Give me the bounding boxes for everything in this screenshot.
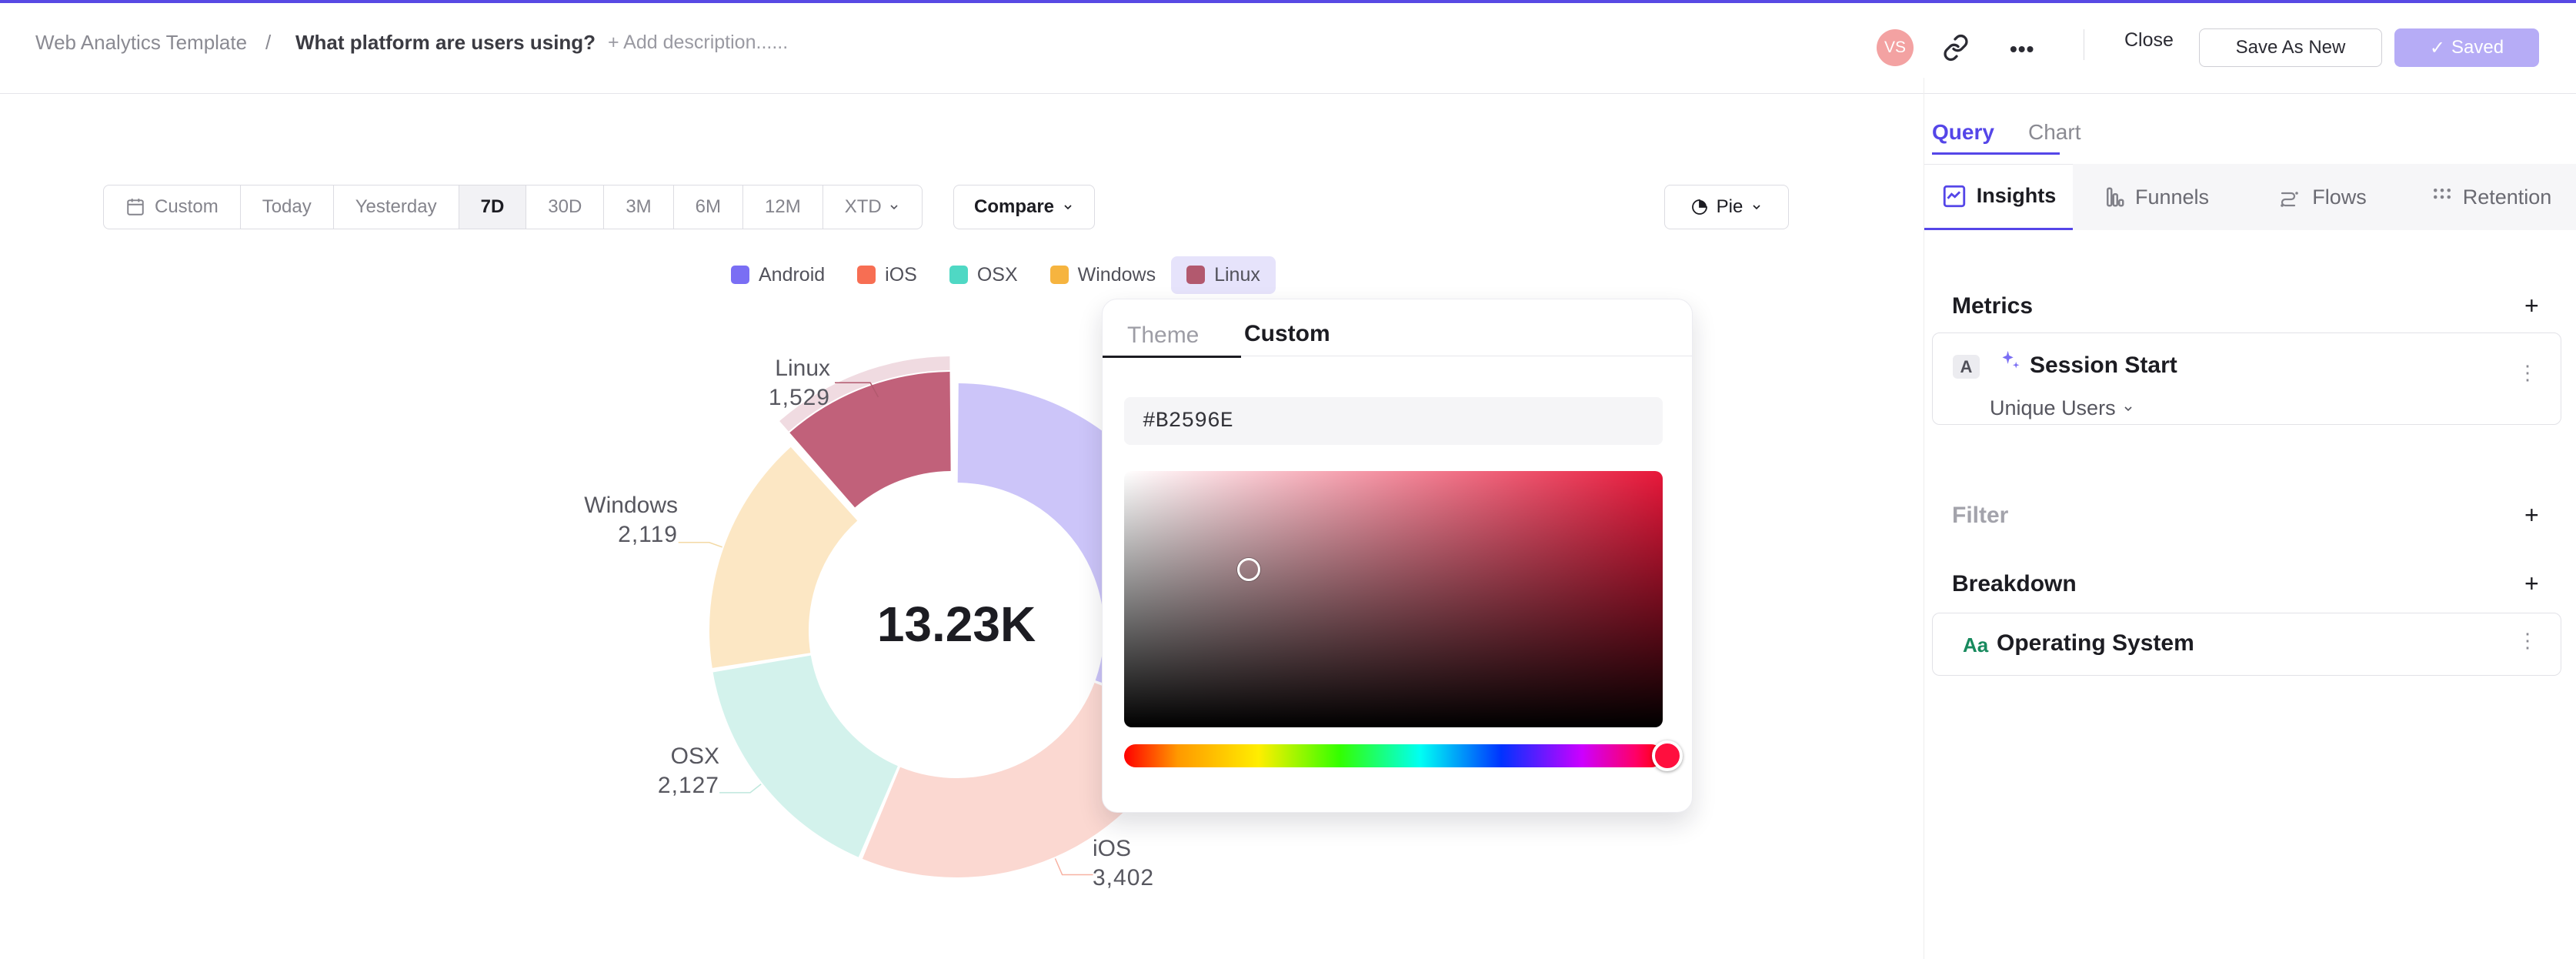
svg-text:3,402: 3,402 [1093, 865, 1154, 890]
svg-text:iOS: iOS [1093, 836, 1131, 861]
svg-text:2,127: 2,127 [658, 773, 719, 798]
svg-text:Windows: Windows [584, 493, 678, 518]
svg-text:OSX: OSX [671, 743, 719, 769]
svg-text:13.23K: 13.23K [877, 596, 1036, 652]
svg-text:1,529: 1,529 [769, 385, 830, 410]
svg-text:2,119: 2,119 [618, 522, 678, 547]
svg-text:Linux: Linux [775, 356, 830, 381]
